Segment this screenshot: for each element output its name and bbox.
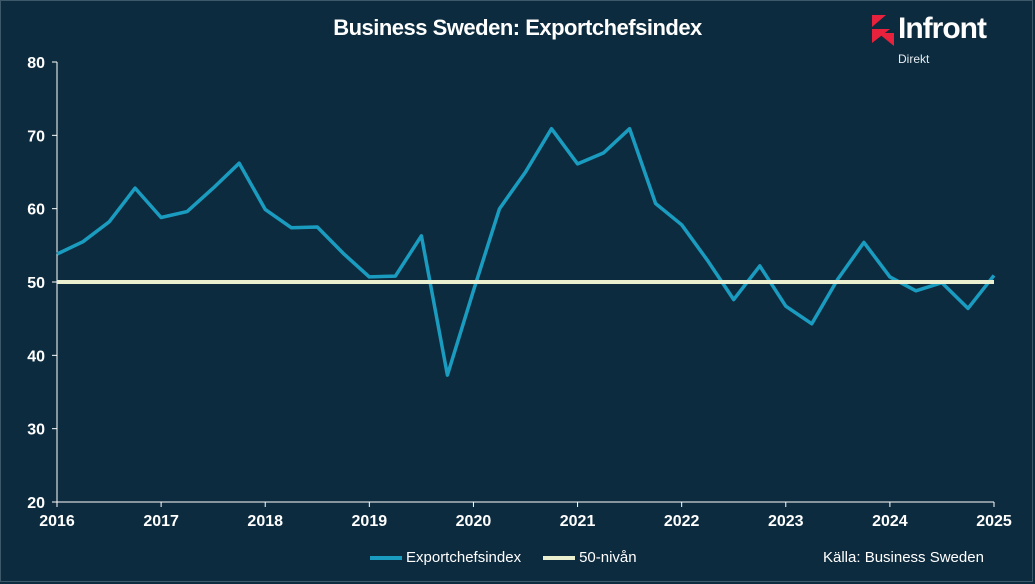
x-axis-ticks: 2016 2017 2018 2019 2020 2021 2022 2023 2024 2025: [39, 502, 1012, 530]
x-tick-label: 2023: [768, 513, 804, 530]
legend-swatch-50-nivan: [543, 555, 576, 560]
legend-swatch-exportchefsindex: [370, 555, 402, 560]
x-tick-label: 2022: [664, 513, 700, 530]
y-tick-label: 70: [27, 128, 45, 145]
legend-label: 50-nivån: [579, 549, 637, 566]
y-tick-label: 30: [27, 422, 45, 439]
logo-text: Infront: [898, 12, 987, 45]
y-tick-label: 40: [27, 348, 45, 365]
series-line-exportchefsindex: [56, 126, 996, 377]
x-tick-label: 2016: [39, 513, 75, 530]
x-tick-label: 2017: [143, 513, 179, 530]
x-tick-label: 2024: [872, 513, 908, 530]
infront-logo: Infront Direkt: [868, 12, 1028, 68]
y-tick-label: 20: [27, 495, 45, 512]
legend-item-exportchefsindex: Exportchefsindex: [370, 549, 521, 566]
x-tick-label: 2019: [352, 513, 388, 530]
chart-title: Business Sweden: Exportchefsindex: [333, 15, 702, 40]
logo-subtext: Direkt: [898, 52, 930, 66]
x-tick-label: 2021: [560, 513, 596, 530]
legend-label: Exportchefsindex: [406, 549, 522, 566]
chart-legend: Exportchefsindex 50-nivån: [370, 549, 659, 566]
x-tick-label: 2020: [456, 513, 492, 530]
infront-logo-mark-icon: [872, 15, 894, 46]
y-tick-label: 80: [27, 55, 45, 72]
x-tick-label: 2025: [976, 513, 1012, 530]
legend-item-50-nivan: 50-nivån: [543, 549, 637, 566]
source-note: Källa: Business Sweden: [823, 549, 984, 566]
y-tick-label: 50: [27, 275, 45, 292]
y-tick-label: 60: [27, 202, 45, 219]
y-axis-ticks: 20 30 40 50 60 70 80: [27, 55, 57, 512]
x-tick-label: 2018: [247, 513, 283, 530]
series-lines: [56, 126, 996, 377]
